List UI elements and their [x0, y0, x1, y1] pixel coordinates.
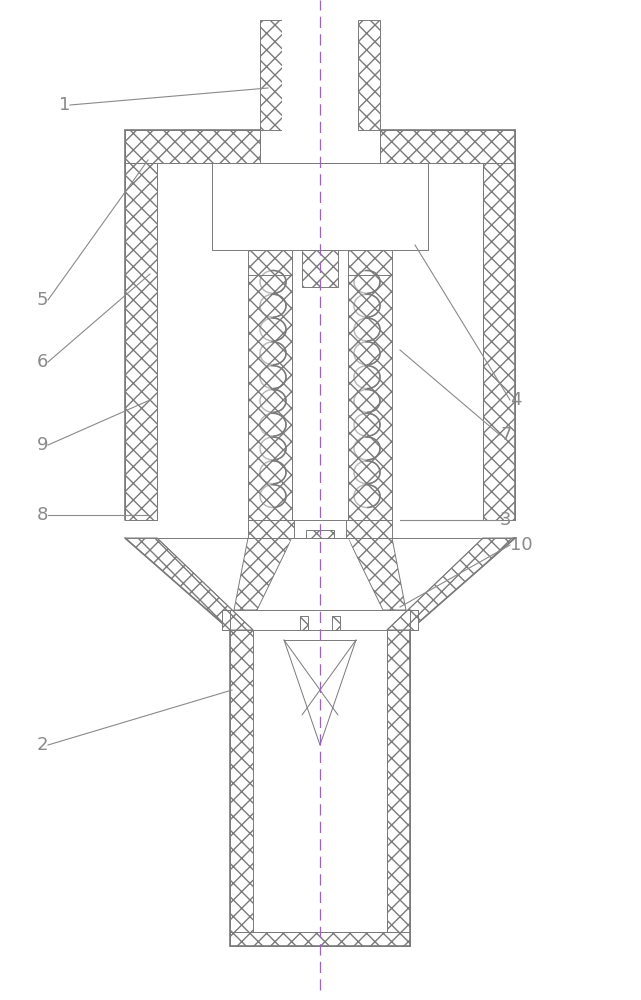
- Polygon shape: [248, 250, 292, 275]
- Polygon shape: [300, 616, 308, 630]
- Polygon shape: [248, 520, 294, 538]
- Polygon shape: [306, 530, 334, 538]
- Polygon shape: [262, 538, 378, 610]
- Polygon shape: [212, 163, 428, 250]
- Polygon shape: [346, 520, 392, 538]
- Text: 9: 9: [37, 436, 48, 454]
- Polygon shape: [260, 20, 282, 130]
- Polygon shape: [358, 20, 380, 130]
- Text: 8: 8: [37, 506, 48, 524]
- Text: 1: 1: [58, 96, 70, 114]
- Polygon shape: [230, 630, 253, 932]
- Polygon shape: [222, 610, 230, 630]
- Text: 3: 3: [500, 511, 512, 529]
- Polygon shape: [125, 163, 157, 520]
- Polygon shape: [410, 610, 418, 630]
- Polygon shape: [282, 130, 358, 163]
- Polygon shape: [253, 630, 387, 932]
- Text: 5: 5: [37, 291, 48, 309]
- Polygon shape: [125, 130, 260, 163]
- Text: 4: 4: [510, 391, 522, 409]
- Polygon shape: [125, 538, 253, 630]
- Polygon shape: [387, 538, 515, 630]
- Text: 10: 10: [510, 536, 533, 554]
- Polygon shape: [348, 538, 406, 610]
- Polygon shape: [248, 275, 292, 520]
- Polygon shape: [282, 20, 358, 130]
- Text: 6: 6: [37, 353, 48, 371]
- Polygon shape: [234, 538, 292, 610]
- Polygon shape: [348, 250, 392, 275]
- Polygon shape: [230, 932, 410, 946]
- Polygon shape: [483, 163, 515, 520]
- Polygon shape: [302, 250, 338, 287]
- Text: 7: 7: [500, 426, 512, 444]
- Polygon shape: [387, 630, 410, 932]
- Polygon shape: [348, 275, 392, 520]
- Polygon shape: [332, 616, 340, 630]
- Polygon shape: [380, 130, 515, 163]
- Text: 2: 2: [37, 736, 48, 754]
